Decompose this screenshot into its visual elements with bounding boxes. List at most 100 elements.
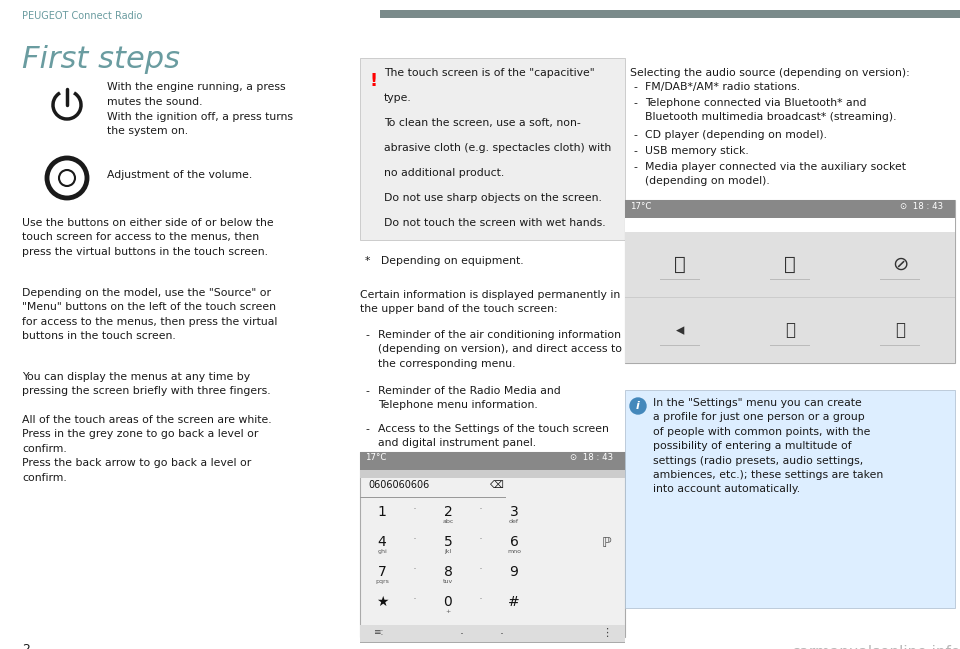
Text: ·: · [479, 593, 483, 607]
Bar [660, 279, 700, 280]
Text: Use the buttons on either side of or below the
touch screen for access to the me: Use the buttons on either side of or bel… [22, 218, 274, 257]
Text: +: + [445, 609, 450, 614]
Text: 0: 0 [444, 595, 452, 609]
Text: You can display the menus at any time by
pressing the screen briefly with three : You can display the menus at any time by… [22, 372, 271, 397]
Text: CD player (depending on model).: CD player (depending on model). [645, 130, 827, 140]
Bar [880, 279, 920, 280]
Text: #: # [508, 595, 520, 609]
Text: ⋮: ⋮ [601, 628, 612, 638]
Bar [360, 625, 625, 643]
Text: Selecting the audio source (depending on version):: Selecting the audio source (depending on… [630, 68, 910, 78]
Text: 4: 4 [377, 535, 386, 549]
Text: ≡:: ≡: [372, 628, 383, 637]
Text: 8: 8 [444, 565, 452, 579]
Bar [360, 497, 506, 498]
Text: First steps: First steps [22, 45, 180, 75]
Text: ·: · [413, 504, 417, 517]
Text: Certain information is displayed permanently in
the upper band of the touch scre: Certain information is displayed permane… [360, 290, 620, 314]
Text: 9: 9 [510, 565, 518, 579]
Text: 2: 2 [444, 505, 452, 519]
Text: 5: 5 [444, 535, 452, 549]
Text: FM/DAB*/AM* radio stations.: FM/DAB*/AM* radio stations. [645, 82, 800, 92]
Text: Do not touch the screen with wet hands.: Do not touch the screen with wet hands. [384, 218, 606, 228]
Text: The touch screen is of the "capacitive": The touch screen is of the "capacitive" [384, 68, 594, 78]
Text: 0606060606: 0606060606 [368, 480, 429, 490]
Text: PEUGEOT Connect Radio: PEUGEOT Connect Radio [22, 11, 142, 21]
Text: ·: · [479, 504, 483, 517]
Text: Access to the Settings of the touch screen
and digital instrument panel.: Access to the Settings of the touch scre… [378, 424, 609, 448]
Text: -: - [633, 98, 636, 108]
Text: ⌫: ⌫ [490, 480, 504, 490]
Text: ℙ: ℙ [602, 536, 612, 550]
Bar [625, 297, 955, 298]
Text: 6: 6 [510, 535, 518, 549]
Bar [770, 345, 810, 346]
Bar [360, 642, 625, 643]
Bar [380, 10, 960, 18]
Text: def: def [509, 519, 519, 524]
Text: abrasive cloth (e.g. spectacles cloth) with: abrasive cloth (e.g. spectacles cloth) w… [384, 143, 612, 153]
Text: ghi: ghi [377, 549, 387, 554]
Text: -: - [633, 130, 636, 140]
Text: In the "Settings" menu you can create
a profile for just one person or a group
o: In the "Settings" menu you can create a … [653, 398, 883, 495]
Text: pqrs: pqrs [375, 579, 389, 584]
Text: Depending on the model, use the "Source" or
"Menu" buttons on the left of the to: Depending on the model, use the "Source"… [22, 288, 277, 341]
Text: tuv: tuv [443, 579, 453, 584]
Text: Ⓑ: Ⓑ [784, 254, 796, 273]
Text: Reminder of the Radio Media and
Telephone menu information.: Reminder of the Radio Media and Telephon… [378, 386, 561, 410]
Text: All of the touch areas of the screen are white.
Press in the grey zone to go bac: All of the touch areas of the screen are… [22, 415, 272, 483]
Bar [770, 279, 810, 280]
Bar [360, 470, 625, 478]
Text: USB memory stick.: USB memory stick. [645, 146, 749, 156]
Text: ·: · [413, 533, 417, 546]
Text: 1: 1 [377, 505, 387, 519]
Text: ⭢: ⭢ [895, 321, 905, 339]
FancyBboxPatch shape [360, 58, 625, 240]
Text: Adjustment of the volume.: Adjustment of the volume. [107, 170, 252, 180]
Bar [880, 345, 920, 346]
Text: -: - [633, 82, 636, 92]
Text: ·: · [500, 628, 504, 641]
Text: ◂: ◂ [676, 321, 684, 339]
Text: ·: · [479, 533, 483, 546]
Text: Telephone connected via Bluetooth* and
Bluetooth multimedia broadcast* (streamin: Telephone connected via Bluetooth* and B… [645, 98, 897, 123]
Text: -: - [365, 330, 369, 340]
Text: 17°C: 17°C [365, 453, 386, 462]
FancyBboxPatch shape [625, 390, 955, 608]
Text: no additional product.: no additional product. [384, 168, 504, 178]
Text: ⊙  18 : 43: ⊙ 18 : 43 [570, 453, 613, 462]
Text: Ⓡ: Ⓡ [674, 254, 685, 273]
Text: i: i [636, 401, 640, 411]
Text: jkl: jkl [444, 549, 451, 554]
Text: Media player connected via the auxiliary socket
(depending on model).: Media player connected via the auxiliary… [645, 162, 906, 186]
Text: ⊘: ⊘ [892, 254, 908, 273]
Text: -: - [633, 146, 636, 156]
Bar [625, 232, 955, 363]
FancyBboxPatch shape [360, 452, 625, 637]
Bar [625, 218, 955, 232]
Text: 17°C: 17°C [630, 202, 652, 211]
Text: ·: · [413, 563, 417, 576]
Text: ·: · [479, 563, 483, 576]
Bar [660, 345, 700, 346]
Text: *   Depending on equipment.: * Depending on equipment. [365, 256, 523, 266]
Text: carmanualsonline.info: carmanualsonline.info [791, 645, 960, 649]
Text: 7: 7 [377, 565, 386, 579]
Text: Reminder of the air conditioning information
(depending on version), and direct : Reminder of the air conditioning informa… [378, 330, 622, 369]
Bar [625, 200, 955, 218]
Text: 3: 3 [510, 505, 518, 519]
Text: To clean the screen, use a soft, non-: To clean the screen, use a soft, non- [384, 118, 581, 128]
Text: -: - [365, 386, 369, 396]
Text: mno: mno [507, 549, 521, 554]
Text: !: ! [370, 72, 378, 90]
Text: With the engine running, a press
mutes the sound.
With the ignition off, a press: With the engine running, a press mutes t… [107, 82, 293, 136]
Text: ★: ★ [375, 595, 388, 609]
Text: ·: · [413, 593, 417, 607]
Text: type.: type. [384, 93, 412, 103]
Text: -: - [365, 424, 369, 434]
Text: ⊙  18 : 43: ⊙ 18 : 43 [900, 202, 943, 211]
Bar [360, 452, 625, 470]
Circle shape [630, 398, 646, 414]
Text: abc: abc [443, 519, 454, 524]
Text: 2: 2 [22, 643, 30, 649]
